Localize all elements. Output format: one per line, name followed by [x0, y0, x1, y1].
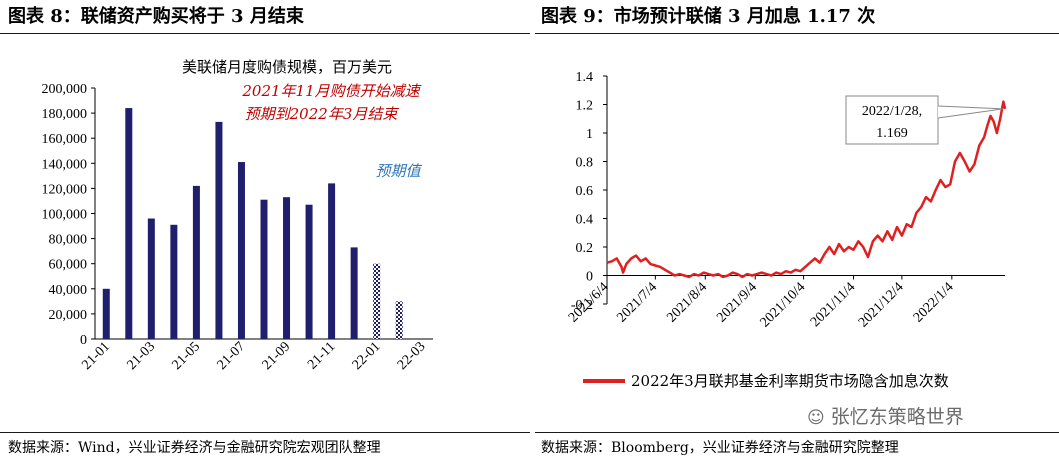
bar-y-tick-label: 140,000	[42, 157, 88, 172]
bar-actual	[260, 199, 268, 339]
bar-y-tick-label: 120,000	[42, 182, 88, 197]
bar-y-tick-label: 200,000	[42, 82, 88, 97]
bar-y-tick-label: 40,000	[49, 283, 88, 298]
line-y-tick-label: 0.4	[576, 213, 594, 228]
left-figure-title: 图表 8：联储资产购买将于 3 月结束	[8, 6, 304, 27]
right-figure-title: 图表 9：市场预计联储 3 月加息 1.17 次	[541, 6, 876, 27]
right-panel: 图表 9：市场预计联储 3 月加息 1.17 次 -0.2 0 0.2 0.4 0.6 0…	[535, 0, 1059, 465]
bar-y-tick-label: 80,000	[49, 233, 88, 248]
callout-line2: 1.169	[876, 126, 908, 141]
bar-actual	[215, 121, 223, 339]
line-x-tick-label: 2021/8/4	[664, 280, 710, 326]
bar-actual	[192, 185, 200, 339]
line-y-tick-label: 0.6	[576, 184, 594, 199]
bar-actual	[102, 288, 110, 339]
red-annotation-line2: 预期到2022年3月结束	[245, 105, 400, 123]
callout-pointer	[937, 105, 1004, 119]
legend-label: 2022年3月联邦基金利率期货市场隐含加息次数	[631, 372, 949, 390]
bar-y-tick-label: 180,000	[42, 107, 88, 122]
left-panel: 图表 8：联储资产购买将于 3 月结束 美联储月度购债规模，百万美元 2021年1…	[0, 6, 530, 456]
bar-actual	[147, 218, 155, 339]
line-x-tick-label: 2021/9/4	[714, 280, 760, 326]
bar-chart: 美联储月度购债规模，百万美元 2021年11月购债开始减速预期到2022年3月结束…	[42, 58, 433, 373]
bar-x-tick-label: 22-01	[350, 339, 384, 373]
bar-actual	[170, 224, 178, 339]
line-y-tick-label: 1	[586, 127, 593, 142]
left-top-rule	[0, 33, 530, 34]
left-source: 数据来源：Wind，兴业证券经济与金融研究院宏观团队整理	[8, 440, 381, 456]
bar-y-tick-label: 60,000	[49, 258, 88, 273]
right-bottom-rule	[535, 432, 1059, 433]
bar-actual	[125, 108, 133, 339]
line-x-tick-label: 2022/1/4	[911, 280, 957, 326]
bar-chart-title: 美联储月度购债规模，百万美元	[182, 58, 392, 76]
line-x-tick-label: 2021/11/4	[808, 280, 858, 330]
line-x-tick-label: 2021/12/4	[856, 280, 907, 331]
blue-annotation: 预期值	[375, 162, 422, 180]
line-y-tick-label: 1.2	[576, 99, 594, 114]
bar-actual	[283, 197, 291, 339]
bar-y-tick-label: 0	[80, 333, 87, 348]
right-top-rule	[535, 33, 1059, 34]
red-annotation-line1: 2021年11月购债开始减速	[241, 82, 421, 100]
left-bottom-rule	[0, 432, 530, 433]
bar-x-tick-label: 21-03	[124, 339, 158, 373]
bar-y-tick-label: 20,000	[49, 308, 88, 323]
callout-box	[845, 95, 939, 145]
bar-actual	[305, 204, 313, 339]
line-y-tick-label: 0	[586, 270, 593, 285]
line-y-tick-label: -0.2	[571, 298, 593, 313]
bar-x-tick-label: 21-09	[260, 339, 294, 373]
line-x-tick-label: 2021/10/4	[758, 280, 809, 331]
line-y-tick-label: 0.8	[576, 156, 594, 171]
bar-y-tick-label: 160,000	[42, 132, 88, 147]
bar-expected	[373, 263, 381, 339]
right-source: 数据来源：Bloomberg，兴业证券经济与金融研究院整理	[541, 440, 899, 456]
bar-actual	[350, 247, 358, 339]
bar-x-tick-label: 21-05	[170, 339, 204, 373]
bar-y-tick-label: 100,000	[42, 208, 88, 223]
bar-actual	[328, 183, 336, 339]
watermark: ☺ 张忆东策略世界	[807, 402, 964, 429]
wechat-icon: ☺	[807, 408, 825, 428]
line-y-tick-label: 0.2	[576, 241, 594, 256]
bar-x-tick-label: 21-11	[305, 339, 338, 372]
bar-actual	[237, 162, 245, 339]
bar-x-tick-label: 22-03	[395, 339, 429, 373]
bar-expected	[395, 301, 403, 339]
watermark-text: 张忆东策略世界	[830, 406, 964, 428]
bar-x-tick-label: 21-07	[215, 339, 249, 373]
series-line	[606, 100, 1007, 279]
line-y-tick-label: 1.4	[576, 70, 594, 85]
callout-line1: 2022/1/28,	[862, 104, 922, 119]
line-x-tick-label: 2021/7/4	[614, 280, 660, 326]
